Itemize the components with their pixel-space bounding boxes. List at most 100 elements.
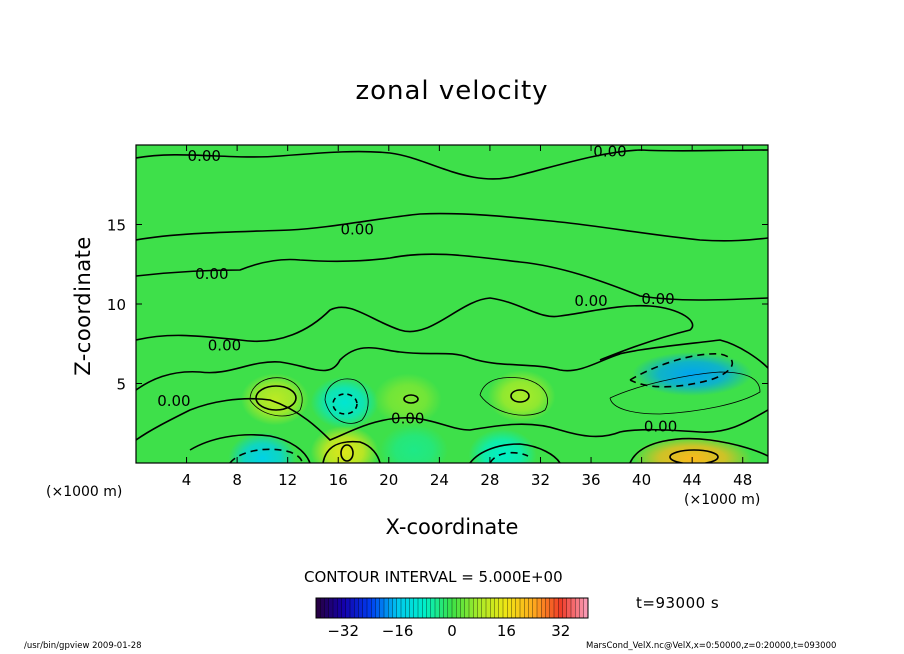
- x-tick-label: 40: [632, 471, 651, 489]
- x-tick-label: 36: [581, 471, 600, 489]
- contour-label: 0.00: [644, 417, 677, 435]
- contour-line: [189, 433, 311, 463]
- field-feature: [380, 424, 449, 463]
- field-feature: [632, 351, 753, 396]
- colorbar-cell: [528, 598, 534, 618]
- contour-label: 0.00: [195, 265, 228, 283]
- colorbar-cell: [443, 598, 449, 618]
- colorbar-cell: [371, 598, 376, 618]
- colorbar-cell: [354, 598, 359, 618]
- colorbar-cell: [316, 598, 321, 618]
- contour-label: 0.00: [574, 292, 607, 310]
- x-tick-label: 44: [683, 471, 702, 489]
- colorbar-cell: [333, 598, 338, 618]
- colorbar-cell: [562, 598, 568, 618]
- contour-line: [255, 385, 297, 411]
- colorbar-tick-label: −16: [382, 622, 414, 640]
- colorbar-cell: [579, 598, 585, 618]
- contour-line-dashed: [489, 451, 529, 463]
- colorbar-cell: [375, 598, 381, 618]
- contour-line-dashed: [229, 448, 303, 463]
- colorbar-cell: [554, 598, 559, 618]
- colorbar-cell: [401, 598, 406, 618]
- colorbar-cell: [447, 598, 453, 618]
- colorbar-frame: [315, 597, 589, 619]
- colorbar-tick-label: 16: [497, 622, 516, 640]
- y-tick-label: 10: [107, 296, 126, 314]
- contour-label: 0.00: [208, 336, 241, 354]
- colorbar-cell: [498, 598, 504, 618]
- x-tick-label: 20: [379, 471, 398, 489]
- colorbar-cell: [541, 598, 546, 618]
- colorbar-tick-label: −32: [327, 622, 359, 640]
- colorbar-cell: [460, 598, 466, 618]
- colorbar-cell: [388, 598, 393, 618]
- contour-line: [136, 397, 768, 441]
- colorbar-cell: [405, 598, 410, 618]
- colorbar-cell: [524, 598, 529, 618]
- colorbar-cell: [392, 598, 398, 618]
- contour-line: [629, 437, 768, 463]
- contour-line: [136, 346, 621, 391]
- field-feature: [310, 425, 379, 463]
- colorbar-cell: [469, 598, 474, 618]
- field-feature: [241, 373, 310, 426]
- colorbar-cell: [430, 598, 436, 618]
- colorbar-cell: [503, 598, 508, 618]
- colorbar-cell: [558, 598, 563, 618]
- x-tick-label: 48: [733, 471, 752, 489]
- y-axis-label: Z-coordinate: [71, 236, 95, 376]
- colorbar-cell: [396, 598, 402, 618]
- field-feature: [487, 370, 556, 423]
- plot-background: [136, 145, 768, 463]
- contour-interval-label: CONTOUR INTERVAL = 5.000E+00: [304, 568, 563, 586]
- contour-line-thin: [479, 377, 548, 416]
- colorbar-cell: [439, 598, 444, 618]
- y-tick-label: 15: [107, 217, 126, 235]
- contour-line: [136, 297, 768, 369]
- contour-line: [510, 389, 530, 403]
- colorbar-cell: [379, 598, 385, 618]
- footer-program-date: /usr/bin/gpview 2009-01-28: [24, 641, 142, 651]
- contour-label: 0.00: [593, 142, 626, 160]
- x-tick-label: 28: [480, 471, 499, 489]
- colorbar-cell: [358, 598, 364, 618]
- contour-line: [136, 212, 768, 242]
- colorbar-cell: [426, 598, 432, 618]
- contour-label: 0.00: [188, 147, 221, 165]
- x-unit-label-right: (×1000 m): [684, 492, 761, 508]
- colorbar-cell: [583, 598, 589, 618]
- colorbar-cell: [473, 598, 478, 618]
- colorbar-cell: [384, 598, 389, 618]
- x-tick-label: 24: [430, 471, 449, 489]
- colorbar-cell: [422, 598, 427, 618]
- colorbar-cell: [545, 598, 551, 618]
- field-feature: [373, 373, 442, 426]
- field-feature: [228, 432, 297, 463]
- colorbar-cell: [362, 598, 368, 618]
- colorbar-cell: [413, 598, 419, 618]
- contour-line: [136, 149, 768, 180]
- colorbar-cell: [511, 598, 517, 618]
- contour-line-dashed: [332, 393, 358, 415]
- contour-label: 0.00: [157, 392, 190, 410]
- x-tick-label: 12: [278, 471, 297, 489]
- colorbar-cell: [481, 598, 487, 618]
- x-tick-label: 4: [182, 471, 192, 489]
- colorbar-cell: [566, 598, 572, 618]
- colorbar-cell: [350, 598, 355, 618]
- colorbar-cell: [537, 598, 542, 618]
- contour-line: [469, 443, 561, 463]
- contour-line-dashed: [629, 353, 734, 388]
- contour-line-thin: [324, 378, 369, 424]
- colorbar-cell: [324, 598, 330, 618]
- contour-label: 0.00: [641, 290, 674, 308]
- contour-line: [669, 449, 719, 463]
- footer-file-info: MarsCond_VelX.nc@VelX,x=0:50000,z=0:2000…: [586, 641, 837, 651]
- contour-line: [340, 444, 354, 462]
- time-label: t=93000 s: [636, 594, 720, 612]
- colorbar-cell: [575, 598, 580, 618]
- colorbar-cell: [337, 598, 342, 618]
- colorbar-cell: [490, 598, 495, 618]
- colorbar-cell: [532, 598, 538, 618]
